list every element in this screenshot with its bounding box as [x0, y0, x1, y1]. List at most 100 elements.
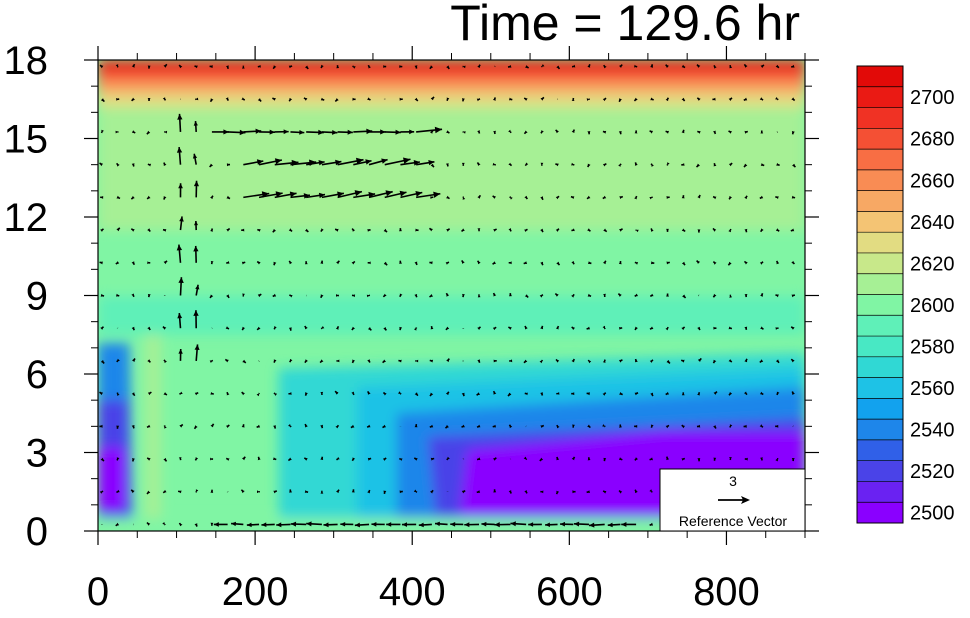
wind-vector-head [336, 457, 340, 460]
wind-vector-head [729, 65, 733, 69]
wind-vector-head [430, 326, 434, 330]
colorbar-band [857, 460, 903, 482]
wind-vector-head [555, 129, 559, 134]
wind-vector-head [413, 160, 420, 166]
wind-vector-head [603, 228, 607, 232]
wind-vector-head [429, 261, 433, 265]
wind-vector-head [194, 221, 198, 226]
wind-vector-head [462, 65, 466, 69]
wind-vector-head [775, 294, 779, 298]
wind-vector-head [477, 162, 481, 166]
wind-vector-head [289, 97, 293, 102]
wind-vector-head [146, 130, 151, 135]
colorbar-label: 2640 [910, 212, 955, 234]
wind-vector-head [619, 457, 623, 460]
wind-vector-head [744, 163, 748, 168]
wind-vector-head [239, 129, 246, 136]
wind-vector-head [666, 456, 670, 461]
wind-vector-head [340, 522, 346, 527]
wind-vector-head [713, 326, 717, 330]
wind-vector-head [634, 424, 638, 428]
wind-vector-head [760, 163, 765, 166]
wind-vector-head [100, 228, 104, 232]
wind-vector-head [728, 97, 732, 101]
colorbar-band [857, 481, 903, 503]
wind-vector-head [713, 359, 717, 364]
colorbar-band [857, 502, 903, 524]
wind-vector-head [352, 457, 356, 461]
wind-vector-head [729, 457, 732, 460]
wind-vector-head [382, 458, 387, 461]
wind-vector-head [367, 391, 371, 395]
wind-vector-head [147, 195, 151, 199]
wind-vector-head [681, 64, 685, 68]
wind-vector-head [116, 358, 120, 362]
wind-vector-head [318, 192, 325, 199]
wind-vector-head [775, 228, 780, 232]
wind-vector-head [667, 162, 670, 166]
wind-vector-head [320, 294, 324, 298]
wind-vector-head [602, 130, 607, 134]
y-tick-label: 18 [4, 39, 49, 83]
wind-vector-head [651, 228, 654, 232]
wind-vector-head [729, 294, 732, 298]
wind-vector-head [163, 162, 167, 166]
wind-vector-head [587, 64, 591, 68]
colorbar-band [857, 252, 903, 275]
wind-vector-head [429, 359, 434, 363]
wind-vector-head [714, 65, 717, 69]
wind-vector-head [712, 97, 716, 101]
wind-vector-head [368, 327, 372, 331]
wind-vector-head [163, 260, 167, 265]
wind-vector-head [665, 64, 669, 68]
wind-vector-head [433, 191, 441, 198]
wind-vector-head [589, 522, 595, 528]
wind-vector-head [318, 160, 325, 166]
y-tick-label: 0 [26, 510, 48, 554]
wind-vector-head [744, 228, 748, 233]
wind-vector-head [242, 326, 245, 331]
wind-vector-head [587, 131, 591, 135]
wind-vector-head [289, 358, 293, 363]
wind-vector-head [164, 425, 167, 429]
wind-vector-head [509, 424, 513, 429]
wind-vector-head [194, 523, 198, 527]
wind-vector-head [635, 229, 639, 233]
wind-vector-head [775, 359, 779, 363]
wind-vector-head [587, 293, 592, 297]
colorbar-band [857, 439, 903, 461]
wind-vector-head [430, 163, 434, 168]
wind-vector-head [681, 327, 685, 331]
wind-vector-head [682, 294, 686, 298]
field-left-column [145, 334, 161, 531]
wind-vector-head [100, 196, 104, 199]
colorbar-label: 2660 [910, 170, 955, 192]
wind-vector-head [241, 424, 245, 428]
wind-vector-head [351, 326, 355, 330]
wind-vector-head [524, 130, 528, 134]
wind-vector-head [775, 458, 778, 462]
wind-vector-head [508, 228, 512, 232]
wind-vector-head [368, 65, 371, 69]
wind-vector-head [116, 98, 120, 101]
wind-vector-head [603, 163, 607, 167]
wind-vector-head [462, 98, 465, 102]
wind-vector-head [288, 65, 293, 69]
wind-vector-head [586, 392, 590, 396]
wind-vector-head [462, 196, 466, 200]
wind-vector-head [354, 522, 360, 528]
wind-vector-head [571, 294, 575, 298]
wind-vector-head [256, 393, 260, 397]
wind-vector-head [320, 260, 324, 264]
wind-vector-head [273, 490, 277, 494]
wind-vector-head [493, 97, 496, 101]
wind-vector-head [586, 490, 590, 493]
wind-vector-head [194, 65, 198, 69]
wind-vector-head [634, 64, 638, 68]
wind-vector-head [603, 293, 606, 297]
wind-vector-head [414, 458, 418, 461]
colorbar-band [857, 128, 903, 150]
wind-vector-head [332, 130, 338, 135]
wind-vector-head [618, 163, 621, 167]
wind-vector-head [744, 358, 748, 363]
